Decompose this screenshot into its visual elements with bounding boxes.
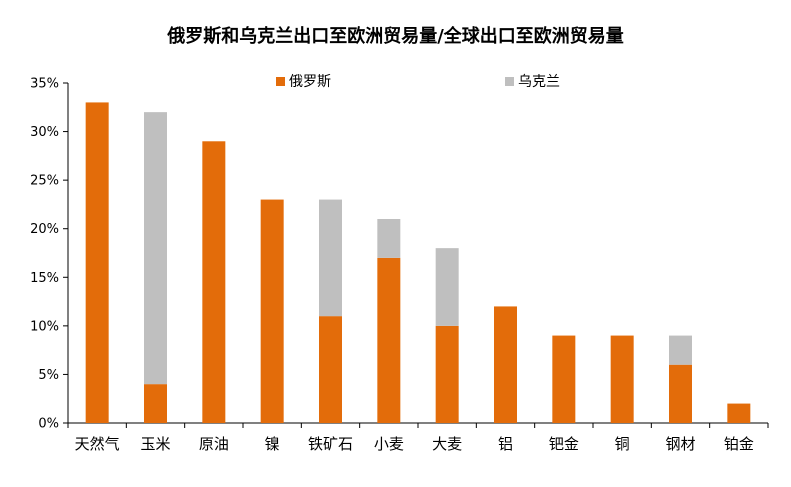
bar-ukraine	[319, 199, 342, 317]
x-tick-label: 原油	[199, 435, 229, 453]
y-tick-label: 0%	[38, 417, 59, 432]
x-tick-label: 大麦	[432, 435, 462, 453]
bar-ukraine	[144, 112, 167, 385]
y-tick-label: 35%	[30, 77, 59, 92]
bar-ukraine	[669, 335, 692, 365]
bar-russia	[202, 141, 226, 424]
bar-russia	[319, 316, 342, 423]
bar-russia	[377, 257, 401, 423]
legend-label-russia: 俄罗斯	[289, 74, 331, 90]
legend-swatch-russia	[276, 77, 285, 86]
y-tick-label: 15%	[30, 271, 59, 286]
y-tick-label: 25%	[30, 174, 59, 189]
bar-russia	[494, 306, 517, 423]
x-tick-label: 铜	[615, 435, 630, 453]
x-tick-label: 小麦	[374, 435, 404, 453]
bar-russia	[610, 335, 634, 423]
legend-label-ukraine: 乌克兰	[518, 74, 560, 90]
x-tick-label: 天然气	[75, 435, 120, 453]
bar-ukraine	[377, 219, 401, 258]
bar-russia	[144, 384, 167, 423]
x-tick-label: 铝	[498, 435, 513, 453]
x-tick-label: 玉米	[140, 435, 170, 453]
x-tick-label: 铁矿石	[308, 435, 353, 453]
y-tick-label: 5%	[38, 368, 59, 383]
chart-title: 俄罗斯和乌克兰出口至欧洲贸易量/全球出口至欧洲贸易量	[167, 26, 624, 47]
bar-russia	[260, 199, 284, 423]
bar-ukraine	[435, 248, 459, 326]
bar-russia	[552, 335, 576, 423]
x-tick-label: 钢材	[665, 435, 695, 453]
x-tick-label: 镍	[265, 435, 280, 453]
bar-russia	[435, 325, 459, 423]
bar-russia	[669, 364, 692, 423]
bar-russia	[85, 102, 109, 423]
y-tick-label: 20%	[30, 222, 59, 237]
bar-russia	[727, 403, 751, 423]
legend-swatch-ukraine	[505, 77, 514, 86]
x-tick-label: 钯金	[549, 435, 579, 453]
y-tick-label: 30%	[30, 125, 59, 140]
y-tick-label: 10%	[30, 319, 59, 334]
x-tick-label: 铂金	[724, 435, 754, 453]
